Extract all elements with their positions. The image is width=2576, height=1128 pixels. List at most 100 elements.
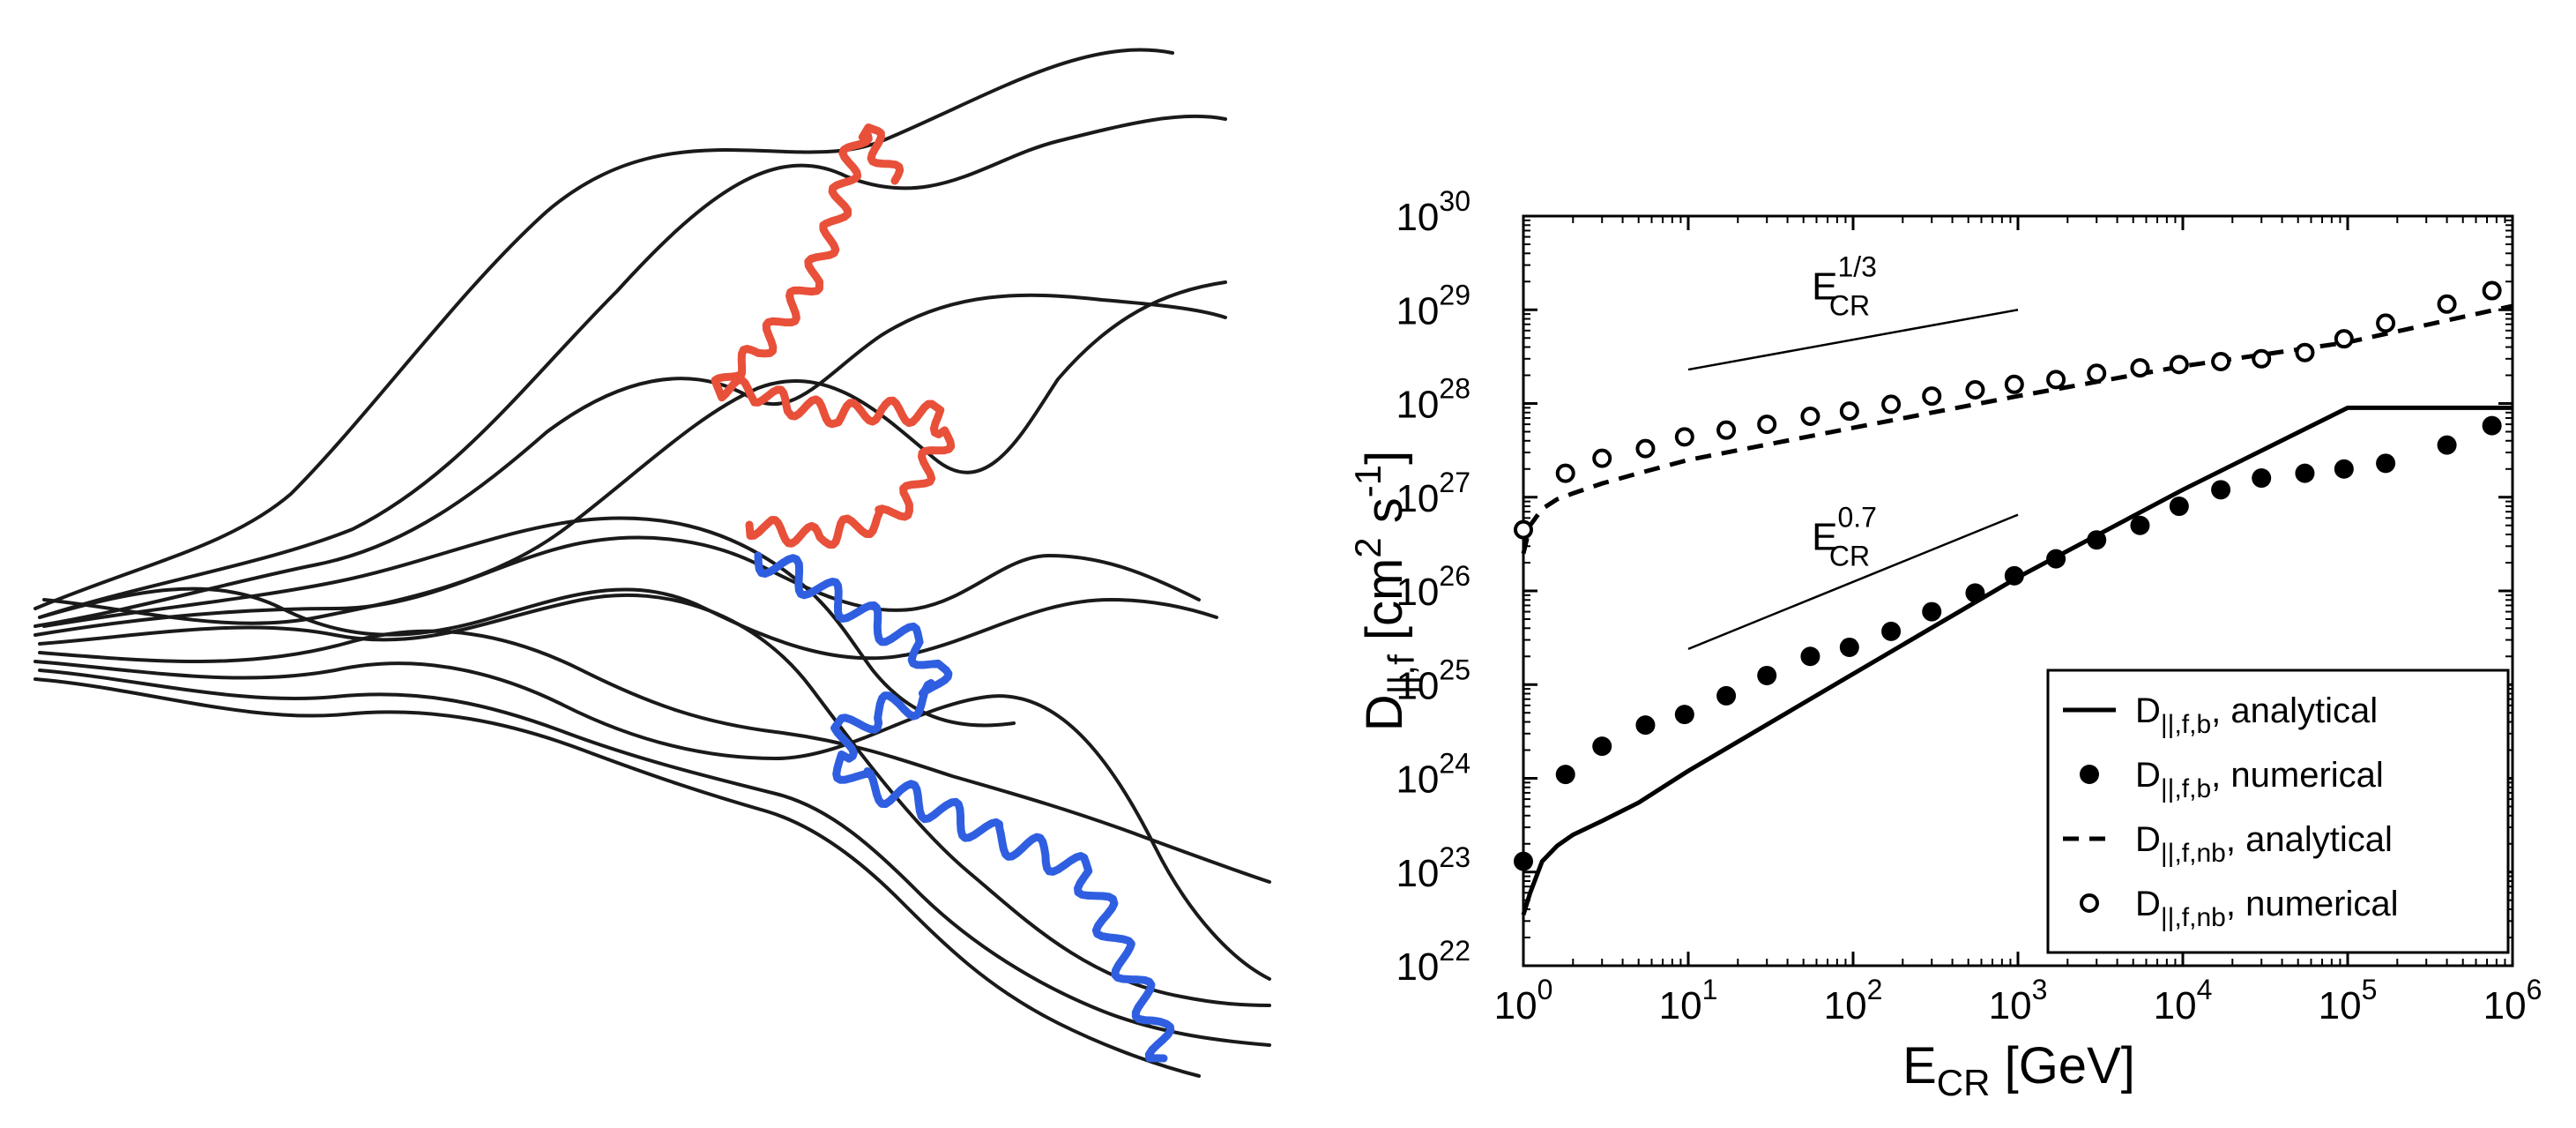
x-axis-ticks: 100 101 102 103 104 105 106 [1494, 216, 2542, 1027]
y-tick-label: 1026 [1396, 560, 1470, 614]
data-point [2334, 329, 2354, 349]
x-tick-label: 106 [2483, 974, 2542, 1027]
y-tick-label: 1023 [1396, 841, 1470, 895]
data-point [1635, 715, 1656, 736]
legend-label: D||,f,b, analytical [2135, 691, 2378, 739]
data-point [2437, 294, 2457, 314]
field-line-illustration [34, 48, 1271, 1078]
data-point [2252, 348, 2272, 369]
data-point [2130, 515, 2150, 535]
data-point [1716, 685, 1737, 706]
data-point [2295, 342, 2315, 362]
data-point [1674, 427, 1694, 447]
data-point [2087, 363, 2107, 384]
field-line [38, 114, 1227, 619]
data-point [1674, 705, 1694, 725]
data-point [1757, 665, 1777, 685]
data-point [1514, 519, 1533, 540]
field-line [38, 593, 1271, 1007]
series-line [1521, 303, 2513, 555]
y-axis-label: D||,f [cm2 s-1] [1347, 451, 1422, 732]
data-point [1514, 851, 1533, 871]
data-point [2295, 463, 2315, 483]
y-tick-label: 1029 [1396, 279, 1470, 332]
legend-label: D||,f,b, numerical [2135, 756, 2384, 803]
legend-marker-sample [2080, 765, 2099, 784]
reference-slope-label: E0.7 CR [1812, 502, 1877, 572]
data-point [1965, 379, 1985, 400]
legend-label: D||,f,nb, analytical [2135, 820, 2393, 868]
data-point [1922, 386, 1942, 407]
x-tick-label: 100 [1494, 974, 1553, 1027]
data-point [2211, 351, 2231, 371]
y-tick-label: 1028 [1396, 373, 1470, 427]
data-point [2252, 468, 2272, 489]
series-layer [1514, 280, 2513, 915]
x-tick-label: 103 [1989, 974, 2048, 1027]
data-point [2482, 280, 2502, 301]
chart: 100 101 102 103 104 105 106 1022 1023 1024 1025 10… [1347, 185, 2542, 1103]
reference-slope-line [1687, 309, 2019, 371]
data-point [2046, 549, 2066, 569]
data-point [2169, 355, 2189, 375]
data-point [1965, 583, 1985, 603]
series-line [1521, 405, 2513, 915]
field-line [34, 48, 1174, 610]
legend-label: D||,f,nb, numerical [2135, 885, 2398, 932]
data-point [1592, 448, 1612, 468]
data-point [2087, 530, 2107, 550]
data-point [2334, 459, 2354, 479]
x-axis-label: ECR [GeV] [1902, 1037, 2135, 1103]
data-point [1555, 463, 1575, 483]
data-point [1800, 407, 1820, 427]
field-line [38, 669, 1271, 1047]
x-tick-label: 105 [2319, 974, 2378, 1027]
field-line [42, 516, 1016, 728]
data-point [2211, 480, 2231, 500]
data-point [2169, 497, 2189, 517]
data-point [1881, 621, 1902, 641]
reference-slope-line [1687, 513, 2019, 651]
data-point [1800, 646, 1820, 667]
legend-marker-sample [2080, 893, 2099, 913]
data-point [1555, 765, 1575, 785]
x-tick-label: 101 [1659, 974, 1718, 1027]
y-tick-label: 1025 [1396, 654, 1470, 707]
reference-slope-label: E1/3 CR [1812, 250, 1877, 321]
data-point [2437, 435, 2457, 455]
field-line [34, 660, 1271, 981]
data-point [2004, 565, 2024, 586]
data-point [1635, 438, 1656, 459]
data-point [1592, 736, 1612, 757]
data-point [1839, 637, 1859, 657]
field-line [38, 586, 1218, 661]
y-tick-label: 1027 [1396, 467, 1470, 520]
data-point [2046, 370, 2066, 390]
data-point [2376, 313, 2396, 333]
legend: D||,f,b, analytical D||,f,b, numerical D||… [2046, 669, 2510, 954]
data-point [2376, 453, 2396, 474]
data-point [1922, 601, 1942, 622]
data-point [2130, 358, 2150, 378]
reference-lines: E1/3 CR E0.7 CR [1687, 250, 2019, 651]
data-point [1757, 415, 1777, 435]
data-point [1839, 401, 1859, 422]
field-lines [34, 48, 1271, 1078]
data-point [2482, 415, 2502, 436]
data-point [2004, 374, 2024, 394]
x-tick-label: 102 [1824, 974, 1883, 1027]
red-particle-orbit [711, 123, 956, 549]
field-line [34, 535, 1201, 637]
blue-particle-orbit [754, 551, 1175, 1063]
field-line [34, 293, 1227, 628]
field-line [34, 677, 1201, 1078]
data-point [1716, 420, 1737, 440]
field-line [42, 280, 1227, 625]
field-line [38, 629, 1271, 884]
data-point [1881, 394, 1902, 415]
legend-box [2046, 669, 2510, 954]
x-tick-label: 104 [2154, 974, 2213, 1027]
y-tick-label: 1024 [1396, 748, 1470, 802]
y-tick-label: 1030 [1396, 185, 1470, 239]
